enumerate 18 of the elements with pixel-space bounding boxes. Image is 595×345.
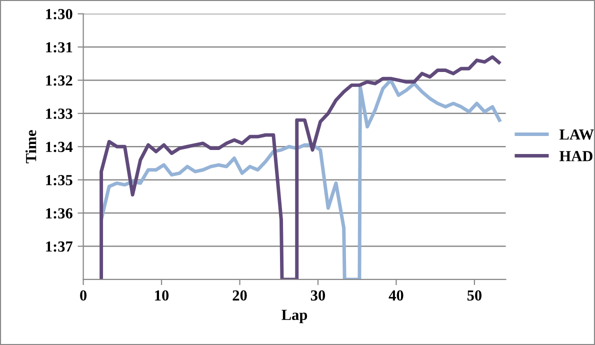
y-tick-label: 1:30 <box>46 8 72 20</box>
x-tick-label: 50 <box>467 290 482 301</box>
y-tick-label: 1:37 <box>46 241 73 252</box>
x-axis-title: Lap <box>282 310 308 324</box>
y-tick-label: 1:31 <box>46 42 72 53</box>
y-tick-label: 1:36 <box>46 208 72 219</box>
y-tick-label: 1:32 <box>46 75 72 86</box>
y-tick-label: 1:34 <box>46 142 73 152</box>
x-tick-label: 20 <box>232 290 247 301</box>
x-tick-label: 30 <box>310 290 326 301</box>
x-tick-label: 40 <box>388 290 404 301</box>
x-tick-label: 10 <box>155 290 169 301</box>
x-tick-label: 0 <box>80 290 87 301</box>
y-tick-label: 1:33 <box>46 108 72 119</box>
legend-label: HAD <box>559 151 592 162</box>
legend-label: LAW <box>559 129 594 140</box>
y-axis-title: Time <box>25 130 36 164</box>
y-tick-label: 1:35 <box>46 175 72 186</box>
